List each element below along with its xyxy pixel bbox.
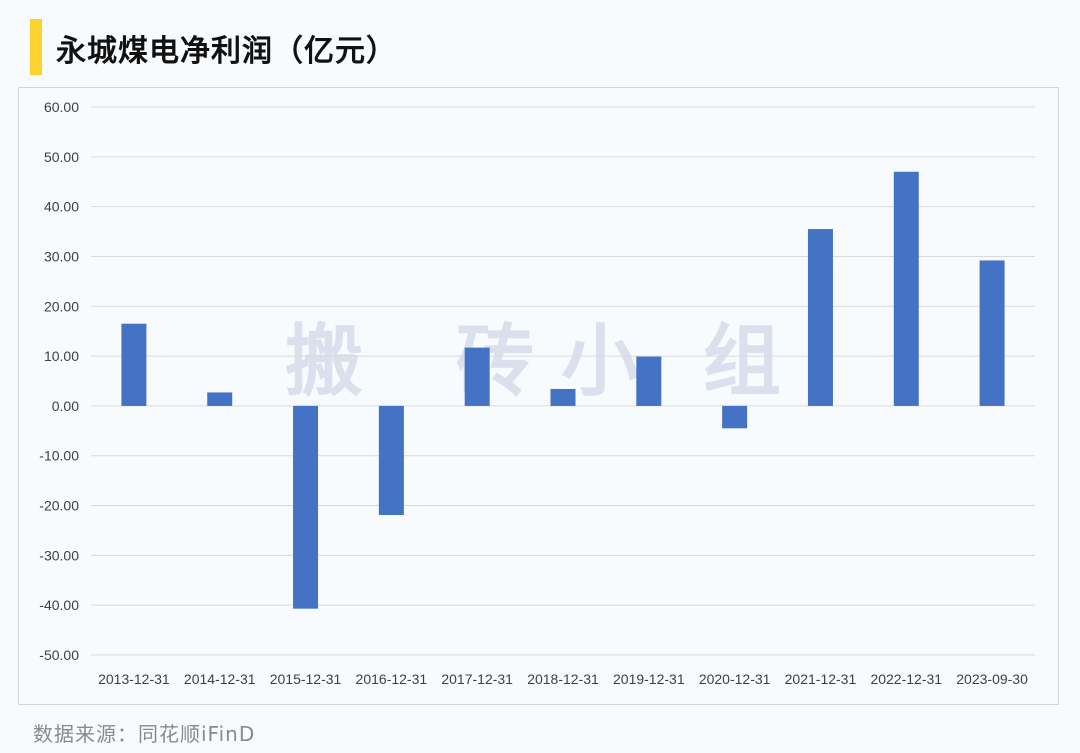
bar-2020-12-31 (722, 405, 748, 429)
bar-2022-12-31 (893, 171, 919, 406)
gridlines (91, 106, 1035, 656)
bar-2023-09-30 (979, 260, 1005, 406)
y-tick-label: 50.00 (44, 149, 79, 165)
y-tick-label: -40.00 (39, 597, 79, 613)
x-tick-label: 2017-12-31 (441, 671, 513, 687)
bar-2014-12-31 (207, 392, 233, 406)
y-tick-label: -20.00 (39, 498, 79, 514)
watermark: 搬砖小组 (285, 317, 781, 407)
x-tick-label: 2021-12-31 (785, 671, 857, 687)
y-tick-label: -10.00 (39, 448, 79, 464)
y-tick-label: 0.00 (52, 398, 79, 414)
bar-2021-12-31 (807, 229, 833, 406)
watermark-char: 组 (703, 317, 781, 407)
y-tick-label: 60.00 (44, 99, 79, 115)
x-tick-label: 2022-12-31 (870, 671, 942, 687)
bars (121, 171, 1005, 609)
x-tick-label: 2013-12-31 (98, 671, 170, 687)
x-axis-labels: 2013-12-31 2014-12-31 2015-12-31 2016-12-31… (98, 671, 1028, 687)
y-tick-label: 40.00 (44, 199, 79, 215)
title-accent-bar (30, 19, 42, 75)
y-tick-label: 10.00 (44, 348, 79, 364)
x-tick-label: 2023-09-30 (956, 671, 1028, 687)
x-tick-label: 2015-12-31 (270, 671, 342, 687)
y-tick-label: 30.00 (44, 248, 79, 264)
y-tick-label: -30.00 (39, 547, 79, 563)
chart-frame (18, 87, 1059, 705)
x-tick-label: 2019-12-31 (613, 671, 685, 687)
bar-2015-12-31 (293, 405, 319, 609)
x-tick-label: 2018-12-31 (527, 671, 599, 687)
bar-2019-12-31 (636, 356, 662, 406)
y-tick-label: 20.00 (44, 298, 79, 314)
y-axis-ticks: 60.00 50.00 40.00 30.00 20.00 10.00 0.00 -10.00… (39, 99, 79, 663)
bar-2016-12-31 (378, 405, 404, 516)
bar-2013-12-31 (121, 323, 147, 406)
bar-2018-12-31 (550, 388, 576, 406)
data-source-note: 数据来源：同花顺iFinD (33, 722, 256, 746)
chart-title: 永城煤电净利润（亿元） (56, 34, 397, 69)
x-tick-label: 2020-12-31 (699, 671, 771, 687)
watermark-char: 搬 (285, 317, 363, 407)
bar-2017-12-31 (464, 347, 490, 406)
x-tick-label: 2014-12-31 (184, 671, 256, 687)
x-tick-label: 2016-12-31 (356, 671, 428, 687)
y-tick-label: -50.00 (39, 647, 79, 663)
